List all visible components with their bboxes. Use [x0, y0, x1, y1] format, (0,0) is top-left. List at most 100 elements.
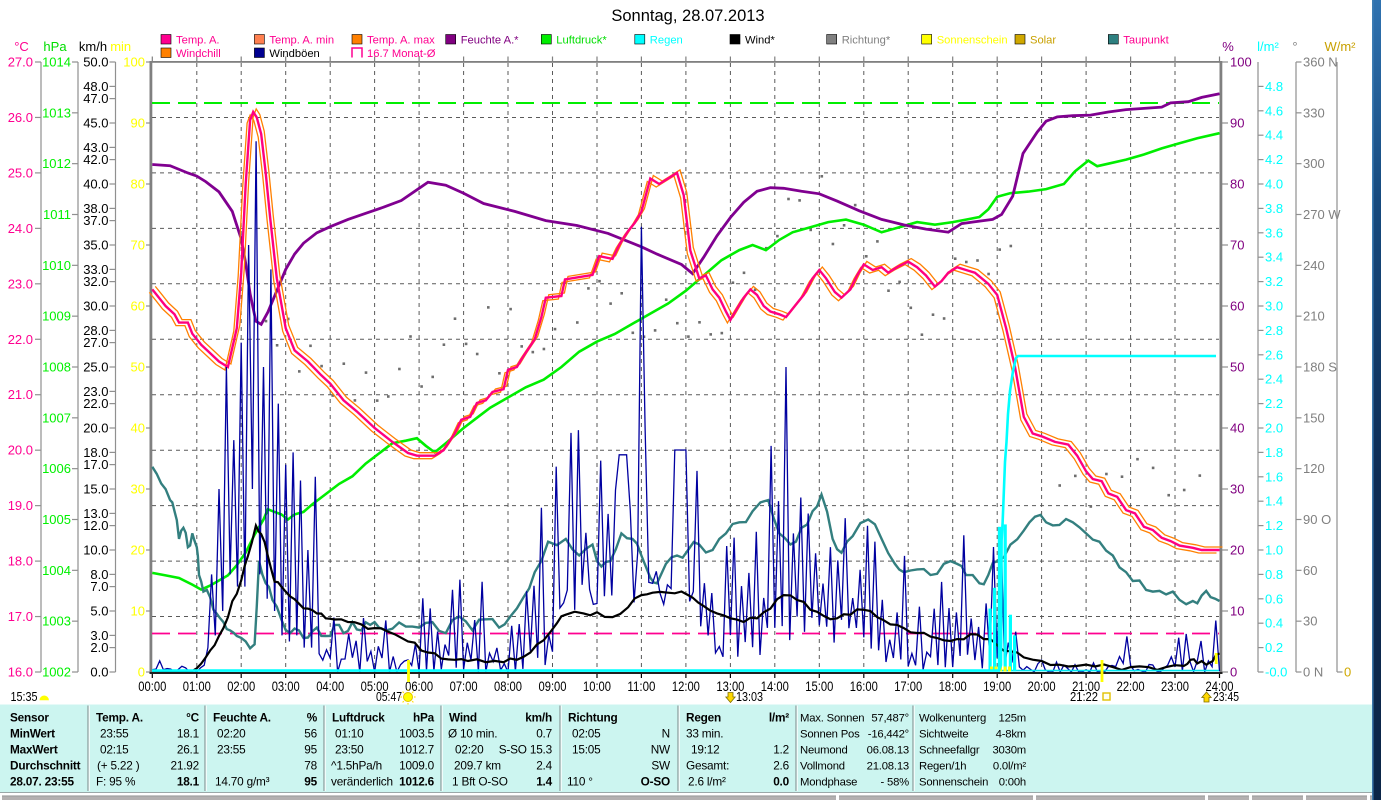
svg-text:2.6: 2.6	[1265, 347, 1283, 362]
svg-text:23:45: 23:45	[1213, 690, 1239, 704]
svg-text:2.6: 2.6	[773, 759, 789, 773]
svg-text:70: 70	[1230, 238, 1244, 253]
svg-text:12.0: 12.0	[83, 518, 108, 533]
svg-text:10.0: 10.0	[83, 543, 108, 558]
svg-text:1 Bft O-SO: 1 Bft O-SO	[452, 775, 508, 789]
svg-text:02:20: 02:20	[217, 727, 246, 741]
svg-text:21:00: 21:00	[1072, 679, 1100, 694]
svg-text:09:00: 09:00	[539, 679, 567, 694]
svg-text:1009: 1009	[42, 309, 71, 324]
svg-text:1013: 1013	[42, 105, 71, 120]
svg-text:%: %	[1222, 39, 1234, 54]
svg-text:02:15: 02:15	[100, 743, 129, 757]
svg-text:10: 10	[1230, 604, 1244, 619]
svg-text:3.6: 3.6	[1265, 225, 1283, 240]
svg-text:90 O: 90 O	[1303, 512, 1331, 527]
svg-text:Vollmond: Vollmond	[800, 761, 845, 773]
svg-text:1.8: 1.8	[1265, 445, 1283, 460]
svg-text:Taupunkt: Taupunkt	[1123, 35, 1169, 47]
svg-text:07:00: 07:00	[450, 679, 478, 694]
svg-text:300: 300	[1303, 156, 1325, 171]
svg-text:2.0: 2.0	[1265, 421, 1283, 436]
svg-text:50: 50	[1230, 360, 1244, 375]
svg-text:3.2: 3.2	[1265, 274, 1283, 289]
svg-text:30: 30	[131, 482, 145, 497]
svg-text:SW: SW	[651, 759, 671, 773]
svg-text:02:00: 02:00	[227, 679, 255, 694]
svg-text:13.0: 13.0	[83, 506, 108, 521]
svg-text:330: 330	[1303, 105, 1325, 120]
svg-text:10:00: 10:00	[583, 679, 611, 694]
svg-text:24.0: 24.0	[8, 221, 33, 236]
svg-text:21.92: 21.92	[170, 759, 199, 773]
svg-text:Regen: Regen	[650, 35, 683, 47]
svg-text:13:00: 13:00	[716, 679, 744, 694]
svg-text:25.0: 25.0	[8, 165, 33, 180]
svg-text:30.0: 30.0	[83, 299, 108, 314]
svg-text:14.70 g/m³: 14.70 g/m³	[215, 775, 270, 789]
svg-text:N: N	[662, 727, 670, 741]
svg-text:16.7 Monat-Ø: 16.7 Monat-Ø	[367, 48, 436, 60]
svg-text:60: 60	[1303, 563, 1317, 578]
svg-text:O-SO: O-SO	[641, 775, 670, 789]
svg-text:Durchschnitt: Durchschnitt	[10, 759, 81, 773]
svg-text:17:00: 17:00	[894, 679, 922, 694]
svg-text:37.0: 37.0	[83, 213, 108, 228]
svg-text:40.0: 40.0	[83, 177, 108, 192]
svg-text:1003.5: 1003.5	[399, 727, 435, 741]
svg-text:10: 10	[131, 604, 145, 619]
svg-text:4.2: 4.2	[1265, 152, 1283, 167]
svg-text:l/m²: l/m²	[1257, 39, 1279, 54]
svg-text:80: 80	[131, 177, 145, 192]
svg-text:17.0: 17.0	[83, 457, 108, 472]
svg-text:05:47: 05:47	[376, 690, 402, 704]
svg-text:1005: 1005	[42, 512, 71, 527]
svg-text:15.0: 15.0	[83, 482, 108, 497]
svg-text:Wind*: Wind*	[745, 35, 775, 47]
svg-text:W/m²: W/m²	[1324, 39, 1356, 54]
svg-text:1012.6: 1012.6	[399, 775, 435, 789]
svg-text:2.8: 2.8	[1265, 323, 1283, 338]
svg-text:Sonnenschein: Sonnenschein	[919, 777, 988, 789]
svg-text:Wind: Wind	[449, 711, 477, 725]
svg-text:km/h: km/h	[525, 711, 552, 725]
svg-text:27.0: 27.0	[83, 335, 108, 350]
svg-text:60: 60	[131, 299, 145, 314]
svg-text:13:03: 13:03	[736, 690, 763, 704]
svg-text:4.6: 4.6	[1265, 103, 1283, 118]
svg-text:2.6 l/m²: 2.6 l/m²	[688, 775, 726, 789]
svg-text:18.0: 18.0	[83, 445, 108, 460]
svg-text:Sonntag, 28.07.2013: Sonntag, 28.07.2013	[611, 7, 764, 25]
svg-text:1009.0: 1009.0	[399, 759, 435, 773]
svg-text:21.08.13: 21.08.13	[867, 761, 909, 773]
svg-text:210: 210	[1303, 309, 1325, 324]
svg-text:Regen: Regen	[686, 711, 721, 725]
svg-text:48.0: 48.0	[83, 79, 108, 94]
svg-text:06.08.13: 06.08.13	[867, 745, 909, 757]
svg-text:Temp. A.: Temp. A.	[96, 711, 143, 725]
svg-text:Windchill: Windchill	[176, 48, 221, 60]
svg-text:0.7: 0.7	[536, 727, 552, 741]
svg-text:3.4: 3.4	[1265, 250, 1283, 265]
svg-text:1010: 1010	[42, 258, 71, 273]
svg-text:06:00: 06:00	[405, 679, 433, 694]
svg-text:5.0: 5.0	[90, 604, 108, 619]
svg-text:12:00: 12:00	[672, 679, 700, 694]
svg-text:0.2: 0.2	[1265, 640, 1283, 655]
svg-text:Luftdruck: Luftdruck	[332, 711, 385, 725]
svg-text:240: 240	[1303, 258, 1325, 273]
svg-text:22:00: 22:00	[1117, 679, 1145, 694]
svg-text:-0.0: -0.0	[1265, 665, 1287, 680]
svg-text:15:00: 15:00	[805, 679, 833, 694]
svg-text:38.0: 38.0	[83, 201, 108, 216]
svg-text:0.6: 0.6	[1265, 591, 1283, 606]
svg-text:209.7 km: 209.7 km	[454, 759, 501, 773]
svg-text:0: 0	[1230, 665, 1237, 680]
svg-text:Schneefallgr: Schneefallgr	[919, 745, 980, 757]
svg-text:18.0: 18.0	[8, 554, 33, 569]
svg-text:80: 80	[1230, 177, 1244, 192]
svg-text:01:10: 01:10	[335, 727, 364, 741]
svg-text:1.4: 1.4	[536, 775, 552, 789]
svg-text:150: 150	[1303, 410, 1325, 425]
svg-text:Sonnenschein: Sonnenschein	[937, 35, 1008, 47]
